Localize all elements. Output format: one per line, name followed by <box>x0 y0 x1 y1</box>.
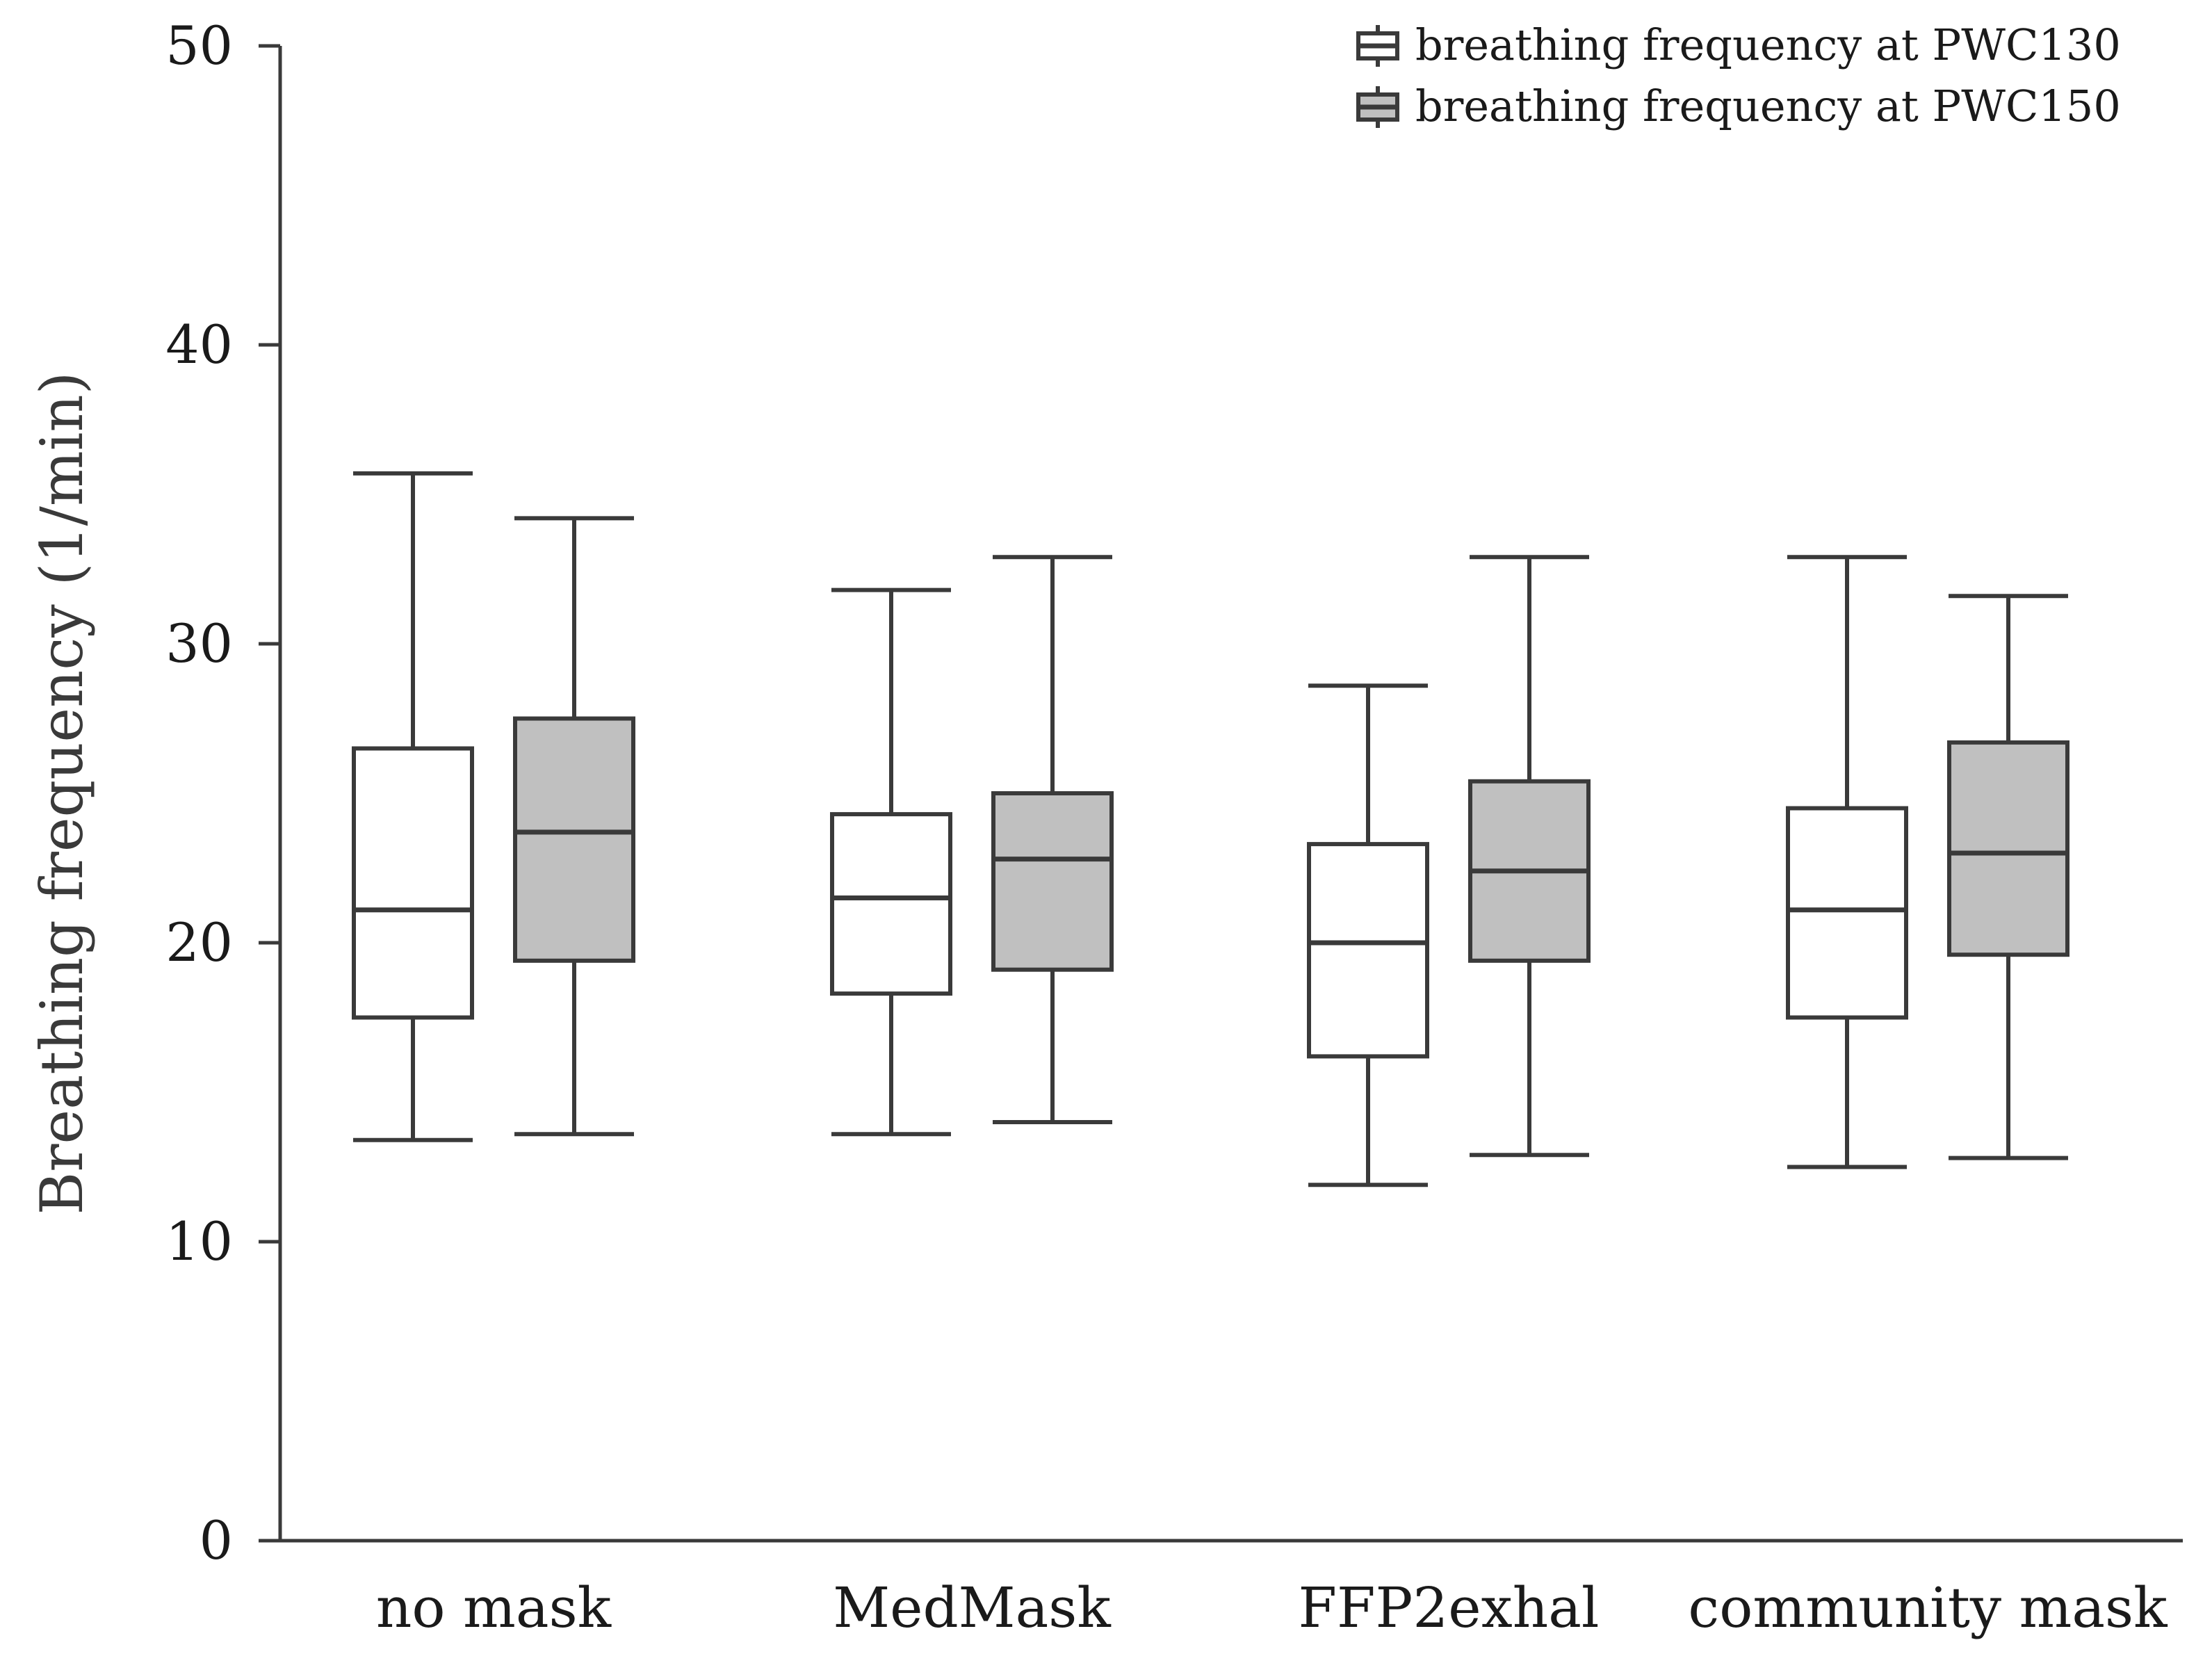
y-tick-label: 20 <box>165 911 233 973</box>
iqr-box <box>1786 806 1908 1020</box>
legend-item: breathing frequency at PWC130 <box>1356 19 2121 70</box>
box-no-mask <box>352 471 474 1142</box>
iqr-box <box>830 812 952 996</box>
series-pwc150 <box>513 516 2069 1160</box>
legend-item: breathing frequency at PWC150 <box>1356 81 2121 131</box>
y-axis: 0 10 20 30 40 50 <box>165 15 282 1571</box>
y-tick-label: 0 <box>200 1509 233 1571</box>
legend-label: breathing frequency at PWC150 <box>1415 81 2121 131</box>
box-ffp2exhal <box>1307 683 1429 1187</box>
x-category-label: no mask <box>376 1575 612 1640</box>
iqr-box <box>991 791 1114 972</box>
iqr-box <box>513 716 635 963</box>
legend: breathing frequency at PWC130 breathing f… <box>1356 19 2121 131</box>
y-tick-label: 40 <box>165 314 233 375</box>
box-community-mask <box>1786 555 1908 1169</box>
y-tick-label: 10 <box>165 1210 233 1272</box>
legend-label: breathing frequency at PWC130 <box>1415 19 2121 70</box>
iqr-box <box>352 746 474 1020</box>
box-community-mask <box>1947 594 2069 1160</box>
x-axis: no mask MedMask FFP2exhal community mask <box>259 1539 2183 1640</box>
box-no-mask <box>513 516 635 1137</box>
box-medmask <box>830 587 952 1137</box>
iqr-box <box>1307 842 1429 1059</box>
x-category-label: MedMask <box>833 1575 1112 1640</box>
plot-area <box>352 471 2069 1187</box>
y-axis-title: Breathing frequency (1/min) <box>28 372 96 1215</box>
y-tick-label: 30 <box>165 613 233 674</box>
x-category-label: community mask <box>1688 1575 2168 1640</box>
y-tick-label: 50 <box>165 15 233 76</box>
x-category-label: FFP2exhal <box>1298 1575 1599 1640</box>
series-pwc130 <box>352 471 1908 1187</box>
box-ffp2exhal <box>1468 555 1591 1158</box>
box-medmask <box>991 555 1114 1124</box>
iqr-box <box>1947 740 2069 957</box>
